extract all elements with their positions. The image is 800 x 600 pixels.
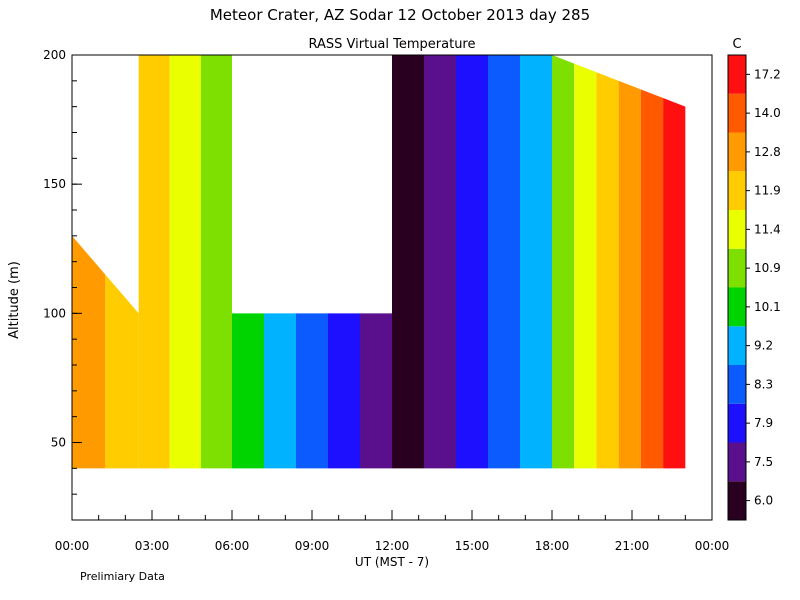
x-axis-label: UT (MST - 7): [355, 555, 429, 569]
heatmap-cell: [488, 55, 520, 469]
heatmap-cell: [169, 55, 201, 469]
colorbar-swatch: [728, 171, 746, 210]
y-tick-label: 50: [51, 436, 66, 450]
colorbar-tick-label: 12.8: [754, 145, 781, 159]
heatmap-cell: [392, 55, 424, 469]
preliminary-data-note: Prelimiary Data: [80, 570, 165, 583]
chart-title: Meteor Crater, AZ Sodar 12 October 2013 …: [210, 6, 590, 24]
colorbar-swatch: [728, 287, 746, 327]
x-axis: 00:00 03:00 06:00 09:00 12:00 15:00 18:00 21:00…: [55, 510, 730, 553]
heatmap-cell: [360, 313, 392, 469]
colorbar-swatch: [728, 132, 746, 172]
y-tick-label: 100: [43, 306, 66, 320]
x-tick-label: 15:00: [455, 539, 490, 553]
colorbar-swatch: [728, 248, 746, 288]
heatmap-cell: [574, 63, 597, 469]
chart-subtitle: RASS Virtual Temperature: [309, 37, 476, 52]
y-axis-label: Altitude (m): [7, 261, 22, 339]
heatmap-cell: [552, 55, 575, 469]
heatmap-cell: [596, 72, 619, 469]
colorbar-swatch: [728, 55, 746, 94]
heatmap-cell: [138, 55, 170, 469]
heatmap-cell: [618, 80, 641, 469]
colorbar: 6.0 7.5 7.9 8.3 9.2 10.1 10.9 11.4 11.9 12.8 14.0 1…: [727, 54, 781, 521]
heatmap-cell: [200, 55, 232, 469]
heatmap-cell: [232, 313, 264, 469]
x-tick-label: 18:00: [535, 539, 570, 553]
colorbar-swatch: [728, 403, 746, 443]
heatmap-cell: [296, 313, 328, 469]
colorbar-tick-label: 7.5: [754, 455, 773, 469]
colorbar-swatch: [728, 442, 746, 482]
heatmap-cell: [663, 98, 686, 469]
heatmap-cell: [328, 313, 360, 469]
colorbar-tick-label: 10.1: [754, 300, 781, 314]
colorbar-tick-label: 9.2: [754, 339, 773, 353]
heatmap-cell: [424, 55, 456, 469]
colorbar-tick-label: 14.0: [754, 106, 781, 120]
heatmap-cell: [72, 235, 106, 469]
colorbar-swatch: [728, 365, 746, 404]
colorbar-unit-label: C: [732, 37, 741, 52]
colorbar-tick-label: 11.9: [754, 184, 781, 198]
x-tick-label: 03:00: [135, 539, 170, 553]
colorbar-frame: [727, 54, 747, 521]
x-tick-label: 00:00: [695, 539, 730, 553]
colorbar-swatch: [728, 481, 746, 520]
x-tick-label: 06:00: [215, 539, 250, 553]
colorbar-swatch: [728, 326, 746, 365]
heatmap-field: [72, 55, 686, 469]
heatmap-cell: [105, 274, 139, 469]
colorbar-swatch: [728, 93, 746, 133]
heatmap-cell: [456, 55, 488, 469]
y-tick-label: 200: [43, 48, 66, 62]
colorbar-tick-label: 17.2: [754, 67, 781, 81]
x-tick-label: 00:00: [55, 539, 90, 553]
x-tick-label: 12:00: [375, 539, 410, 553]
y-tick-label: 150: [43, 177, 66, 191]
heatmap-cell: [264, 313, 296, 469]
colorbar-tick-label: 11.4: [754, 222, 781, 236]
colorbar-tick-label: 7.9: [754, 416, 773, 430]
x-tick-label: 21:00: [615, 539, 650, 553]
x-tick-label: 09:00: [295, 539, 330, 553]
colorbar-tick-label: 8.3: [754, 377, 773, 391]
heatmap-cell: [640, 89, 664, 469]
heatmap-cell: [520, 55, 552, 469]
colorbar-tick-label: 6.0: [754, 494, 773, 508]
y-axis: 50 100 150 200: [43, 48, 82, 521]
colorbar-swatch: [728, 210, 746, 249]
colorbar-tick-label: 10.9: [754, 261, 781, 275]
